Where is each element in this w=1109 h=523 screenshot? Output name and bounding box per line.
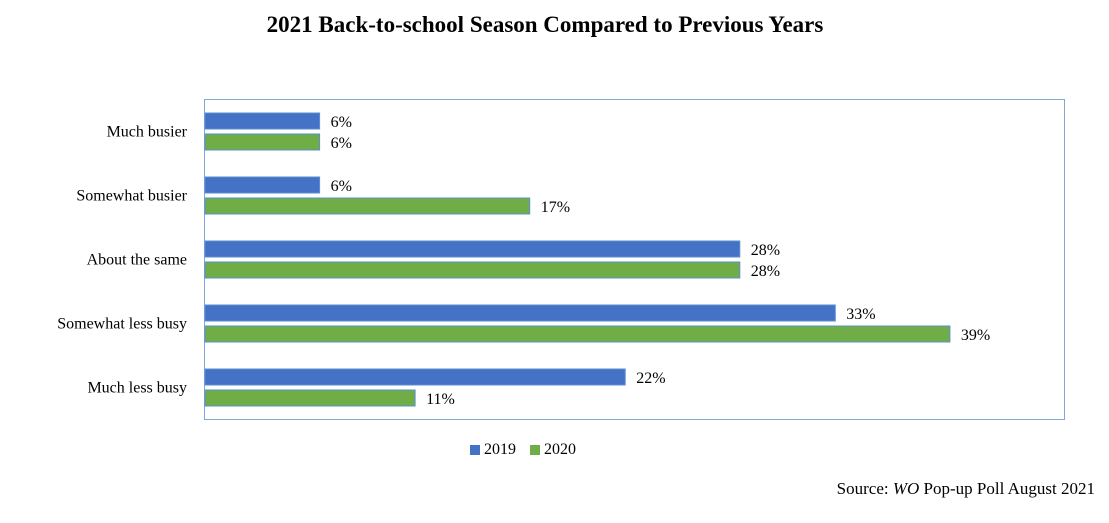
- bar-2020: [204, 261, 741, 279]
- category-label: Much busier: [107, 124, 188, 141]
- category-label: Somewhat less busy: [57, 316, 187, 333]
- data-label-2019: 6%: [331, 178, 352, 195]
- bar-2019: [204, 368, 626, 386]
- legend-label-2020: 2020: [544, 441, 576, 458]
- bar-2019: [204, 240, 741, 258]
- plot-area-frame: [204, 99, 1065, 420]
- data-label-2020: 11%: [426, 391, 455, 408]
- data-label-2020: 6%: [331, 135, 352, 152]
- data-label-2019: 33%: [846, 306, 875, 323]
- legend: 2019 2020: [470, 441, 590, 459]
- source-prefix: Source:: [836, 479, 893, 498]
- source-suffix: Pop-up Poll August 2021: [919, 479, 1095, 498]
- data-label-2019: 28%: [751, 242, 780, 259]
- legend-label-2019: 2019: [484, 441, 516, 458]
- bar-2020: [204, 325, 951, 343]
- legend-item-2019: 2019: [470, 441, 516, 459]
- data-label-2020: 39%: [961, 327, 990, 344]
- bar-2019: [204, 112, 321, 130]
- bar-2020: [204, 389, 416, 407]
- source-publication: WO: [892, 479, 920, 498]
- bar-2019: [204, 304, 836, 322]
- legend-swatch-2019: [470, 445, 480, 455]
- data-label-2020: 17%: [541, 199, 570, 216]
- data-label-2019: 6%: [331, 114, 352, 131]
- category-label: About the same: [87, 252, 187, 269]
- bar-2020: [204, 197, 531, 215]
- bar-2020: [204, 133, 321, 151]
- data-label-2019: 22%: [636, 370, 665, 387]
- bar-2019: [204, 176, 321, 194]
- source-note: Source: WO Pop-up Poll August 2021: [837, 479, 1095, 499]
- category-label: Somewhat busier: [76, 188, 187, 205]
- data-label-2020: 28%: [751, 263, 780, 280]
- chart-title: 2021 Back-to-school Season Compared to P…: [266, 12, 824, 37]
- legend-item-2020: 2020: [530, 441, 576, 459]
- legend-swatch-2020: [530, 445, 540, 455]
- category-label: Much less busy: [87, 380, 187, 397]
